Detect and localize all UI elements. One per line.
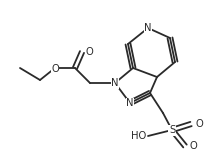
Text: S: S xyxy=(169,125,175,135)
Text: O: O xyxy=(51,64,59,74)
Text: N: N xyxy=(126,98,134,108)
Text: HO: HO xyxy=(131,131,146,141)
Text: O: O xyxy=(86,47,94,57)
Text: O: O xyxy=(195,119,203,129)
Text: N: N xyxy=(111,78,119,88)
Text: O: O xyxy=(189,141,197,151)
Text: N: N xyxy=(144,23,152,33)
